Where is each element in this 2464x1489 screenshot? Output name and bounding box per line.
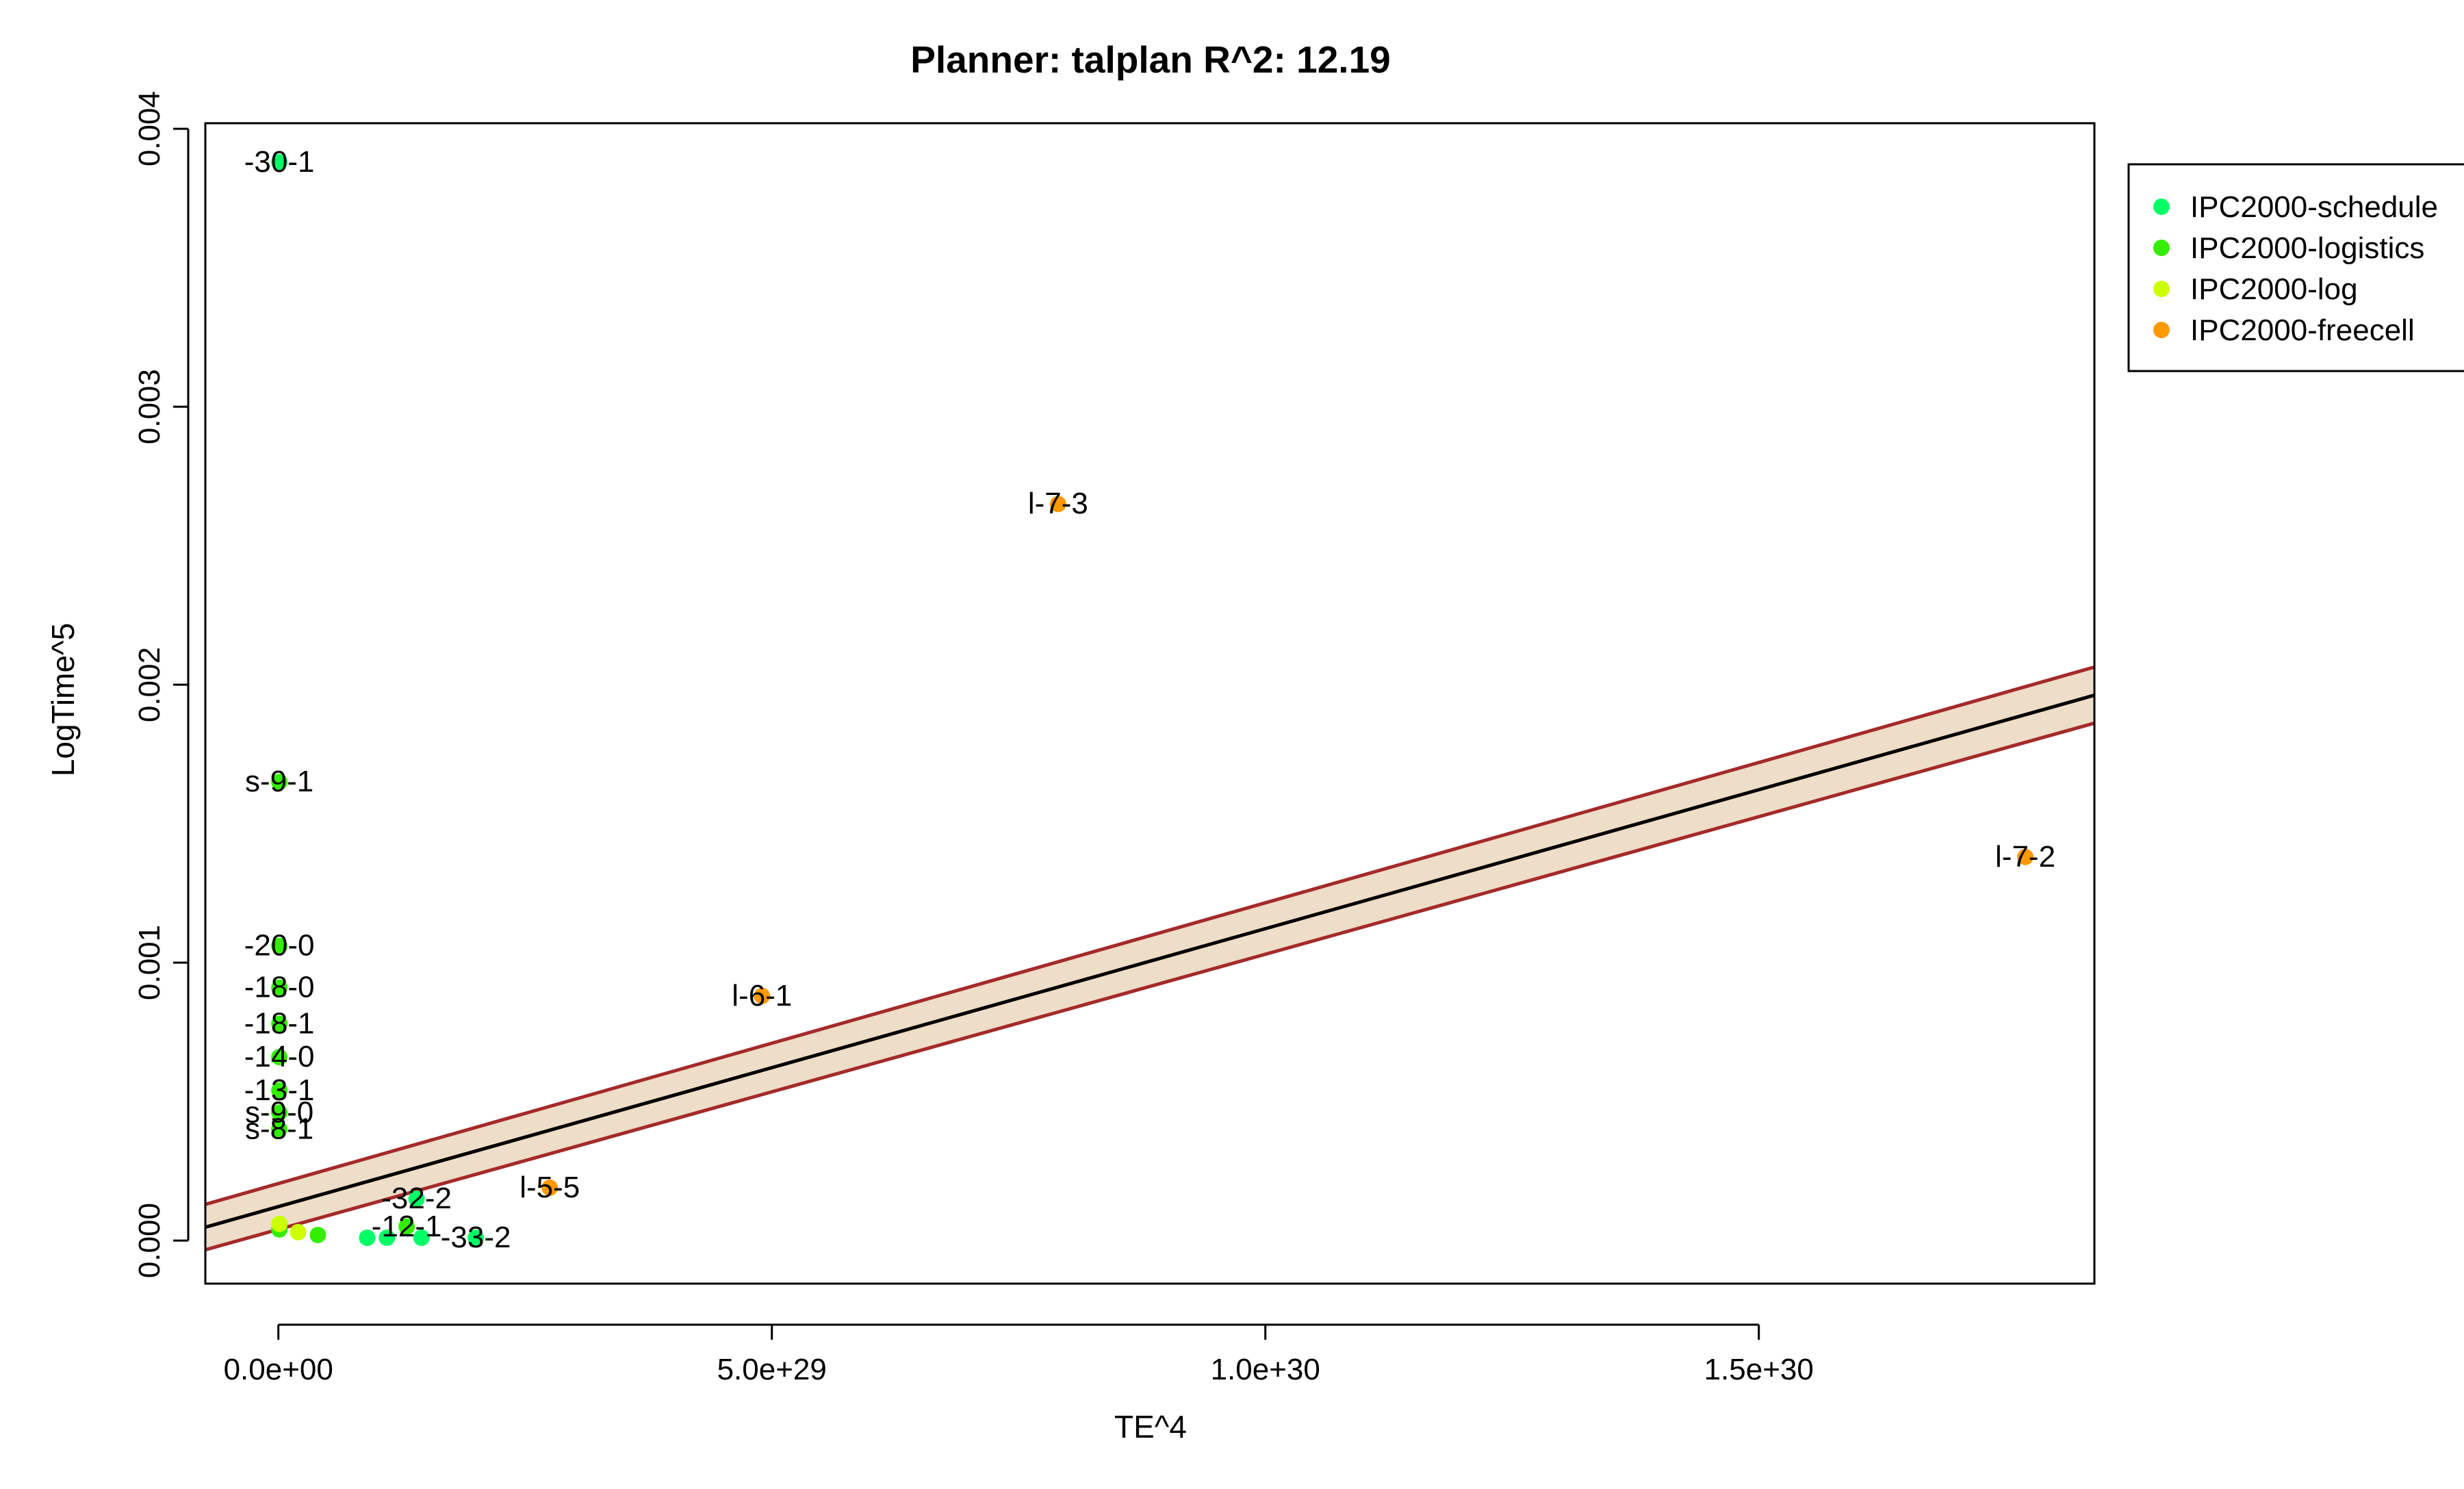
x-tick-label: 5.0e+29 bbox=[717, 1353, 827, 1386]
data-point bbox=[754, 987, 771, 1004]
band-lower-line bbox=[205, 721, 2094, 1251]
regression-line bbox=[205, 693, 2094, 1229]
data-point bbox=[467, 1230, 485, 1247]
point-label: -20-0 bbox=[244, 929, 315, 963]
data-point bbox=[271, 1121, 288, 1138]
y-tick-label: 0.001 bbox=[133, 925, 166, 1000]
y-tick-label: 0.004 bbox=[133, 91, 166, 166]
data-point bbox=[290, 1223, 307, 1240]
data-point bbox=[271, 1215, 288, 1232]
data-point bbox=[271, 1049, 288, 1066]
legend-marker bbox=[2153, 240, 2170, 256]
legend-label: IPC2000-freecell bbox=[2190, 314, 2415, 347]
data-point bbox=[378, 1230, 396, 1247]
legend: IPC2000-schedule IPC2000-logistics IPC2000… bbox=[2127, 163, 2464, 372]
points-layer bbox=[271, 153, 2034, 1247]
y-tick-label: 0.000 bbox=[133, 1203, 166, 1278]
data-point bbox=[271, 937, 288, 954]
confidence-band-layer bbox=[205, 665, 2094, 1251]
point-label: -33-2 bbox=[441, 1221, 511, 1254]
point-label: l-6-1 bbox=[732, 979, 792, 1013]
data-point bbox=[359, 1230, 376, 1247]
data-point bbox=[413, 1230, 430, 1247]
data-point bbox=[271, 153, 288, 170]
legend-marker bbox=[2153, 281, 2170, 297]
band-upper-line bbox=[205, 665, 2094, 1206]
point-label: s-9-0 bbox=[245, 1095, 313, 1129]
point-label: s-9-1 bbox=[245, 765, 313, 798]
y-axis-label: LogTime^5 bbox=[45, 623, 81, 776]
legend-marker bbox=[2153, 199, 2170, 215]
point-label: -30-1 bbox=[244, 145, 315, 179]
data-point bbox=[271, 1082, 288, 1099]
data-point bbox=[408, 1191, 425, 1208]
x-tick-label: 1.5e+30 bbox=[1704, 1353, 1814, 1386]
confidence-band bbox=[205, 667, 2094, 1250]
data-point bbox=[271, 1015, 288, 1032]
data-point bbox=[2017, 848, 2034, 865]
data-point bbox=[271, 979, 288, 996]
data-point bbox=[398, 1218, 415, 1235]
data-point bbox=[541, 1179, 559, 1196]
data-point bbox=[271, 1104, 288, 1121]
point-labels-layer: -30-1 -32-2 -33-2 s-9-1 -20-0 -18-0-18-1-14-0… bbox=[244, 145, 2055, 1254]
point-label: l-7-3 bbox=[1028, 487, 1088, 520]
data-point bbox=[1049, 496, 1066, 513]
legend-label: IPC2000-log bbox=[2190, 272, 2358, 306]
x-axis-label: TE^4 bbox=[1114, 1409, 1187, 1445]
chart-title: Planner: talplan R^2: 12.19 bbox=[910, 38, 1391, 81]
point-label: -18-1 bbox=[244, 1006, 315, 1040]
y-tick-label: 0.003 bbox=[133, 369, 166, 444]
y-tick-label: 0.002 bbox=[133, 647, 166, 722]
data-point bbox=[309, 1226, 326, 1243]
point-label: -12-1 bbox=[372, 1210, 442, 1243]
data-point bbox=[271, 774, 288, 791]
point-label: -18-0 bbox=[244, 971, 315, 1004]
x-tick-label: 1.0e+30 bbox=[1211, 1353, 1320, 1386]
legend-label: IPC2000-logistics bbox=[2190, 231, 2424, 265]
legend-label: IPC2000-schedule bbox=[2190, 190, 2438, 224]
axes-layer: 0.0e+00 5.0e+29 1.0e+30 1.5e+30 0.000 0.001 0.… bbox=[133, 91, 1814, 1386]
legend-marker bbox=[2153, 322, 2170, 338]
point-label: s-8-1 bbox=[245, 1112, 313, 1146]
point-label: l-7-2 bbox=[1995, 840, 2055, 874]
point-label: -13-1 bbox=[244, 1073, 315, 1107]
legend-box bbox=[2127, 163, 2464, 372]
point-label: l-5-5 bbox=[519, 1171, 580, 1204]
point-label: -32-2 bbox=[381, 1182, 452, 1215]
plot-frame bbox=[204, 122, 2096, 1285]
point-label: -14-0 bbox=[244, 1040, 315, 1073]
x-tick-label: 0.0e+00 bbox=[224, 1353, 333, 1386]
